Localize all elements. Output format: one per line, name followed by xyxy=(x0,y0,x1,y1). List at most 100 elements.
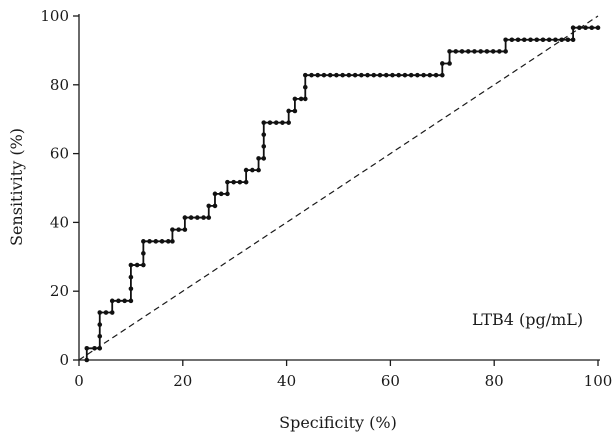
roc-point xyxy=(334,72,339,78)
roc-point xyxy=(540,37,546,43)
roc-point xyxy=(365,72,370,78)
roc-point xyxy=(201,215,206,220)
roc-point xyxy=(309,72,314,78)
roc-point xyxy=(261,156,267,161)
roc-point xyxy=(497,49,502,54)
roc-point xyxy=(134,262,140,268)
roc-point xyxy=(427,72,433,78)
roc-point xyxy=(182,215,188,220)
roc-point xyxy=(302,84,308,90)
roc-point xyxy=(415,72,420,78)
roc-point xyxy=(225,191,230,197)
roc-point xyxy=(147,239,152,244)
roc-point xyxy=(298,96,304,102)
roc-point xyxy=(97,346,103,351)
roc-point xyxy=(170,239,175,244)
roc-point xyxy=(122,298,127,304)
roc-point xyxy=(292,108,298,114)
roc-point xyxy=(212,191,218,197)
roc-point xyxy=(522,37,527,43)
roc-point xyxy=(292,96,298,102)
roc-point xyxy=(503,37,508,43)
roc-point xyxy=(128,262,134,268)
roc-point xyxy=(352,72,358,78)
roc-point xyxy=(534,37,540,43)
roc-point xyxy=(256,167,261,173)
roc-point xyxy=(559,37,564,43)
roc-point xyxy=(286,108,291,114)
roc-point xyxy=(515,37,521,43)
roc-point xyxy=(109,310,115,315)
roc-point xyxy=(484,49,490,54)
roc-point xyxy=(92,346,97,351)
roc-point xyxy=(97,322,103,327)
roc-point xyxy=(421,72,426,78)
roc-point xyxy=(243,167,249,173)
roc-point xyxy=(182,227,188,232)
x-axis-title: Specificity (%) xyxy=(279,413,397,432)
roc-point xyxy=(340,72,345,78)
roc-point xyxy=(256,156,261,161)
x-tick-label: 20 xyxy=(173,372,192,390)
roc-point xyxy=(377,72,383,78)
y-tick-label: 60 xyxy=(50,145,69,163)
roc-point xyxy=(327,72,333,78)
roc-point xyxy=(188,215,194,220)
axis-ticks: 0 20 40 60 80 100 0 20 40 60 80 100 xyxy=(40,7,612,390)
x-tick-label: 60 xyxy=(381,372,400,390)
roc-point xyxy=(109,298,115,304)
roc-point xyxy=(447,49,452,54)
reference-diagonal-line xyxy=(78,15,599,361)
roc-point xyxy=(465,49,471,54)
roc-point xyxy=(447,61,452,66)
roc-point xyxy=(231,179,236,185)
roc-point xyxy=(589,25,595,31)
x-tick-label: 80 xyxy=(485,372,504,390)
roc-point xyxy=(141,262,146,268)
y-tick-label: 20 xyxy=(50,282,69,300)
roc-point xyxy=(346,72,352,78)
roc-point xyxy=(97,310,103,315)
y-tick-label: 80 xyxy=(50,76,69,94)
roc-point xyxy=(116,298,121,304)
roc-point xyxy=(206,215,212,220)
roc-curve-markers xyxy=(84,25,601,363)
roc-point xyxy=(243,179,249,185)
y-tick-label: 100 xyxy=(40,7,69,25)
roc-point xyxy=(302,96,308,102)
roc-point xyxy=(128,274,134,280)
roc-point xyxy=(528,37,533,43)
roc-point xyxy=(595,25,601,31)
roc-point xyxy=(128,286,134,292)
roc-point xyxy=(237,179,243,185)
roc-point xyxy=(141,251,146,256)
roc-point xyxy=(478,49,484,54)
roc-point xyxy=(128,298,134,304)
roc-point xyxy=(273,120,279,125)
roc-point xyxy=(553,37,558,43)
roc-point xyxy=(459,49,465,54)
roc-point xyxy=(490,49,496,54)
roc-point xyxy=(206,203,212,209)
roc-point xyxy=(440,61,445,66)
roc-point xyxy=(583,25,588,31)
roc-point xyxy=(170,227,175,232)
roc-point xyxy=(225,179,230,185)
roc-point xyxy=(453,49,459,54)
roc-point xyxy=(261,120,267,125)
y-tick-label: 40 xyxy=(50,213,69,231)
roc-point xyxy=(396,72,402,78)
roc-point xyxy=(390,72,395,78)
roc-point xyxy=(546,37,552,43)
roc-point xyxy=(280,120,285,125)
roc-point xyxy=(472,49,477,54)
roc-curve-line xyxy=(85,26,598,360)
roc-point xyxy=(218,191,224,197)
y-tick-label: 0 xyxy=(59,351,69,369)
roc-point xyxy=(570,25,576,31)
roc-point xyxy=(371,72,377,78)
roc-point xyxy=(383,72,389,78)
roc-point xyxy=(321,72,327,78)
roc-point xyxy=(315,72,321,78)
roc-point xyxy=(408,72,414,78)
